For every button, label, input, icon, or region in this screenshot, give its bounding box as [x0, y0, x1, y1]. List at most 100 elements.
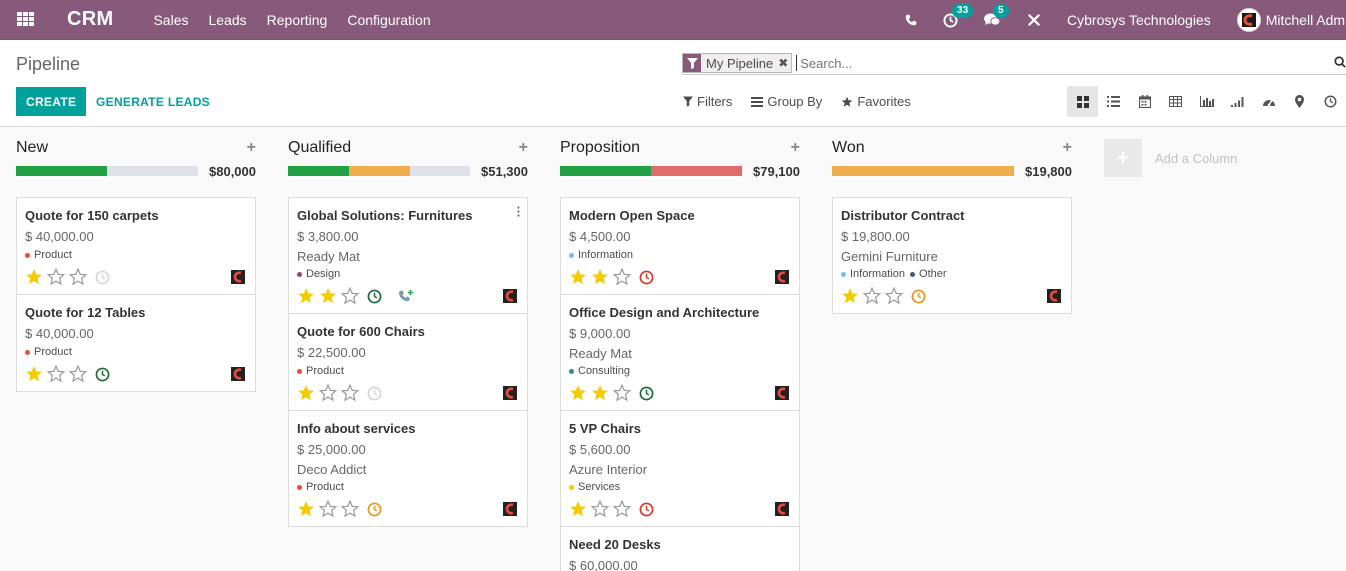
priority-star-icon[interactable]	[591, 384, 609, 402]
priority-star-icon[interactable]	[319, 287, 337, 305]
activity-view-icon[interactable]	[1315, 86, 1346, 117]
card-menu-icon[interactable]: · · ·	[516, 200, 521, 223]
progress-segment-green[interactable]	[16, 166, 107, 176]
progress-segment-orange[interactable]	[832, 166, 1014, 176]
user-menu[interactable]: Mitchell Admin	[1236, 8, 1346, 32]
priority-star-icon[interactable]	[841, 287, 859, 305]
kanban-card[interactable]: Quote for 12 Tables $ 40,000.00 Product	[16, 294, 256, 392]
salesperson-avatar[interactable]	[503, 502, 517, 516]
add-column-button[interactable]: + Add a Column	[1104, 139, 1237, 177]
activity-clock-icon[interactable]	[367, 289, 382, 304]
messages-icon[interactable]: 5	[984, 4, 1009, 27]
quick-create-icon[interactable]: +	[790, 139, 800, 156]
progress-segment-green[interactable]	[560, 166, 651, 176]
map-view-icon[interactable]	[1284, 86, 1315, 117]
facet-remove-icon[interactable]: ✖	[778, 54, 792, 72]
column-progressbar[interactable]	[560, 166, 742, 176]
salesperson-avatar[interactable]	[503, 289, 517, 303]
priority-star-icon[interactable]	[297, 384, 315, 402]
generate-leads-button[interactable]: GENERATE LEADS	[96, 94, 210, 109]
quick-create-icon[interactable]: +	[518, 139, 528, 156]
activity-clock-icon[interactable]	[95, 367, 110, 382]
calendar-view-icon[interactable]	[1129, 86, 1160, 117]
activity-clock-icon[interactable]	[95, 270, 110, 285]
favorites-dropdown[interactable]: Favorites	[841, 94, 911, 109]
priority-star-empty-icon[interactable]	[341, 384, 359, 402]
activity-clock-icon[interactable]	[911, 289, 926, 304]
priority-star-icon[interactable]	[297, 287, 315, 305]
pivot-view-icon[interactable]	[1160, 86, 1191, 117]
kanban-card[interactable]: · · · Global Solutions: Furnitures $ 3,800…	[288, 197, 528, 314]
priority-star-empty-icon[interactable]	[613, 268, 631, 286]
salesperson-avatar[interactable]	[775, 502, 789, 516]
kanban-card[interactable]: Office Design and Architecture $ 9,000.0…	[560, 294, 800, 411]
column-progressbar[interactable]	[832, 166, 1014, 176]
apps-menu-icon[interactable]	[0, 0, 50, 40]
salesperson-avatar[interactable]	[1047, 289, 1061, 303]
priority-star-empty-icon[interactable]	[341, 500, 359, 518]
column-header[interactable]: New +	[16, 139, 256, 159]
kanban-card[interactable]: Quote for 150 carpets $ 40,000.00 Produc…	[16, 197, 256, 295]
priority-star-empty-icon[interactable]	[341, 287, 359, 305]
priority-star-icon[interactable]	[25, 365, 43, 383]
kanban-card[interactable]: 5 VP Chairs $ 5,600.00 Azure Interior Se…	[560, 410, 800, 527]
menu-leads[interactable]: Leads	[208, 11, 247, 28]
column-header[interactable]: Won +	[832, 139, 1072, 159]
priority-star-empty-icon[interactable]	[69, 365, 87, 383]
dashboard-view-icon[interactable]	[1253, 86, 1284, 117]
quick-create-icon[interactable]: +	[246, 139, 256, 156]
progress-segment-red[interactable]	[651, 166, 742, 176]
priority-star-empty-icon[interactable]	[885, 287, 903, 305]
priority-star-empty-icon[interactable]	[47, 365, 65, 383]
phone-icon[interactable]	[905, 14, 917, 26]
column-progressbar[interactable]	[288, 166, 470, 176]
priority-star-empty-icon[interactable]	[47, 268, 65, 286]
salesperson-avatar[interactable]	[503, 386, 517, 400]
priority-star-icon[interactable]	[591, 268, 609, 286]
activity-clock-icon[interactable]	[367, 502, 382, 517]
priority-star-icon[interactable]	[297, 500, 315, 518]
activity-clock-icon[interactable]	[639, 502, 654, 517]
kanban-card[interactable]: Need 20 Desks $ 60,000.00	[560, 526, 800, 571]
priority-star-empty-icon[interactable]	[591, 500, 609, 518]
kanban-card[interactable]: Modern Open Space $ 4,500.00 Information	[560, 197, 800, 295]
search-input[interactable]	[796, 55, 1346, 71]
create-button[interactable]: CREATE	[16, 87, 87, 116]
priority-star-empty-icon[interactable]	[613, 384, 631, 402]
kanban-view-icon[interactable]	[1067, 86, 1098, 117]
groupby-dropdown[interactable]: Group By	[751, 94, 822, 109]
priority-star-empty-icon[interactable]	[69, 268, 87, 286]
activity-clock-icon[interactable]: 33	[943, 3, 974, 28]
search-icon[interactable]	[1334, 55, 1346, 73]
debug-tools-icon[interactable]	[1027, 13, 1041, 27]
kanban-card[interactable]: Quote for 600 Chairs $ 22,500.00 Product	[288, 313, 528, 411]
phone-plus-icon[interactable]	[398, 289, 414, 303]
cohort-view-icon[interactable]	[1222, 86, 1253, 117]
activity-clock-icon[interactable]	[639, 270, 654, 285]
column-progressbar[interactable]	[16, 166, 198, 176]
priority-star-empty-icon[interactable]	[319, 384, 337, 402]
priority-star-icon[interactable]	[569, 268, 587, 286]
priority-star-empty-icon[interactable]	[863, 287, 881, 305]
priority-star-icon[interactable]	[25, 268, 43, 286]
company-switcher[interactable]: Cybrosys Technologies	[1067, 12, 1211, 28]
priority-star-icon[interactable]	[569, 500, 587, 518]
activity-clock-icon[interactable]	[367, 386, 382, 401]
priority-star-empty-icon[interactable]	[319, 500, 337, 518]
quick-create-icon[interactable]: +	[1062, 139, 1072, 156]
column-header[interactable]: Proposition +	[560, 139, 800, 159]
progress-segment-green[interactable]	[288, 166, 349, 176]
priority-star-icon[interactable]	[569, 384, 587, 402]
kanban-card[interactable]: Distributor Contract $ 19,800.00 Gemini …	[832, 197, 1072, 314]
menu-sales[interactable]: Sales	[153, 11, 189, 28]
column-header[interactable]: Qualified +	[288, 139, 528, 159]
salesperson-avatar[interactable]	[775, 270, 789, 284]
menu-configuration[interactable]: Configuration	[347, 11, 431, 28]
salesperson-avatar[interactable]	[231, 367, 245, 381]
progress-segment-orange[interactable]	[349, 166, 410, 176]
app-brand[interactable]: CRM	[67, 8, 114, 30]
menu-reporting[interactable]: Reporting	[266, 11, 328, 28]
salesperson-avatar[interactable]	[231, 270, 245, 284]
graph-view-icon[interactable]	[1191, 86, 1222, 117]
activity-clock-icon[interactable]	[639, 386, 654, 401]
